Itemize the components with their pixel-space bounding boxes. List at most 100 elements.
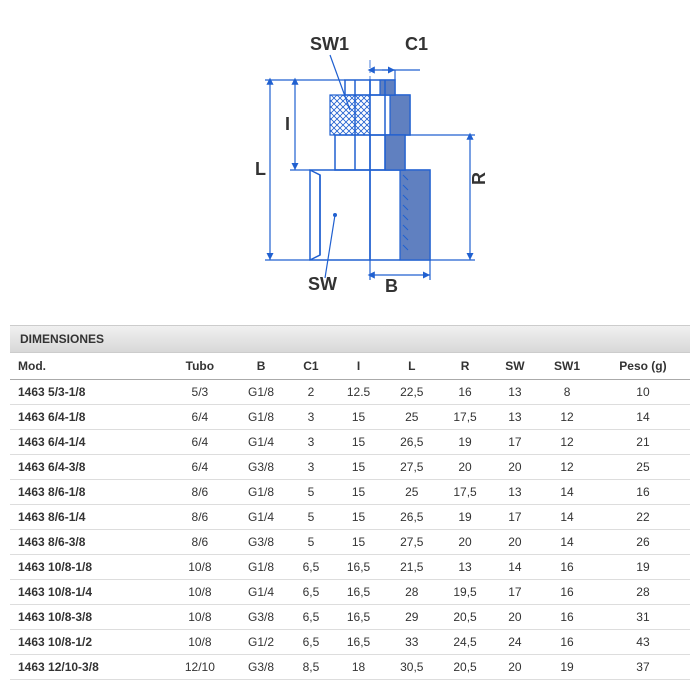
table-cell: 29	[385, 605, 438, 630]
table-cell: G1/8	[232, 555, 290, 580]
col-c1: C1	[290, 353, 332, 380]
table-cell: 8/6	[168, 480, 233, 505]
table-cell: 22	[596, 505, 690, 530]
table-row: 1463 8/6-1/48/6G1/451526,519171422	[10, 505, 690, 530]
table-cell: 15	[332, 430, 385, 455]
table-cell: 10/8	[168, 605, 233, 630]
col-peso: Peso (g)	[596, 353, 690, 380]
table-cell: 6,5	[290, 580, 332, 605]
table-cell: 5	[290, 530, 332, 555]
table-title: DIMENSIONES	[10, 325, 690, 353]
table-cell: 19,5	[438, 580, 491, 605]
table-cell: 16	[538, 605, 596, 630]
table-cell: 28	[596, 580, 690, 605]
table-cell: 22,5	[385, 380, 438, 405]
label-c1: C1	[405, 34, 428, 54]
table-cell: 5/3	[168, 380, 233, 405]
table-cell: 10/8	[168, 580, 233, 605]
table-cell: 24,5	[438, 630, 491, 655]
table-cell: 1463 8/6-3/8	[10, 530, 168, 555]
table-cell: 37	[596, 655, 690, 680]
table-cell: 12.5	[332, 380, 385, 405]
label-i: I	[285, 114, 290, 134]
table-cell: 15	[332, 505, 385, 530]
table-cell: 27,5	[385, 530, 438, 555]
table-cell: 26,5	[385, 505, 438, 530]
table-cell: G3/8	[232, 455, 290, 480]
table-cell: 24	[492, 630, 538, 655]
table-cell: 19	[438, 505, 491, 530]
col-tubo: Tubo	[168, 353, 233, 380]
table-cell: 1463 10/8-1/8	[10, 555, 168, 580]
table-row: 1463 10/8-1/810/8G1/86,516,521,513141619	[10, 555, 690, 580]
table-cell: 19	[596, 555, 690, 580]
table-cell: 20	[438, 455, 491, 480]
col-mod: Mod.	[10, 353, 168, 380]
table-cell: 25	[596, 455, 690, 480]
table-cell: 5	[290, 505, 332, 530]
table-cell: 6,5	[290, 630, 332, 655]
table-cell: 16	[438, 380, 491, 405]
table-cell: 3	[290, 430, 332, 455]
table-cell: 28	[385, 580, 438, 605]
table-cell: 20	[438, 530, 491, 555]
table-cell: 6/4	[168, 455, 233, 480]
table-cell: 17	[492, 580, 538, 605]
table-cell: 2	[290, 380, 332, 405]
table-row: 1463 8/6-1/88/6G1/85152517,5131416	[10, 480, 690, 505]
table-cell: 16,5	[332, 605, 385, 630]
table-cell: 1463 6/4-1/8	[10, 405, 168, 430]
table-cell: 26	[596, 530, 690, 555]
table-cell: 19	[538, 655, 596, 680]
table-cell: 1463 8/6-1/4	[10, 505, 168, 530]
table-cell: 6/4	[168, 405, 233, 430]
table-cell: 8/6	[168, 505, 233, 530]
table-cell: 8,5	[290, 655, 332, 680]
table-cell: 13	[492, 480, 538, 505]
label-l: L	[255, 159, 266, 179]
table-cell: 30,5	[385, 655, 438, 680]
label-sw1: SW1	[310, 34, 349, 54]
col-sw: SW	[492, 353, 538, 380]
table-cell: 17,5	[438, 480, 491, 505]
table-cell: 25	[385, 480, 438, 505]
table-cell: G3/8	[232, 655, 290, 680]
table-cell: 1463 8/6-1/8	[10, 480, 168, 505]
col-b: B	[232, 353, 290, 380]
table-cell: G3/8	[232, 530, 290, 555]
table-cell: 3	[290, 405, 332, 430]
table-cell: 20	[492, 605, 538, 630]
table-cell: 16	[596, 480, 690, 505]
table-cell: 20	[492, 530, 538, 555]
table-cell: 15	[332, 455, 385, 480]
table-cell: 27,5	[385, 455, 438, 480]
table-cell: 21,5	[385, 555, 438, 580]
col-l: L	[385, 353, 438, 380]
label-b: B	[385, 276, 398, 296]
table-cell: 1463 10/8-1/4	[10, 580, 168, 605]
table-cell: 20	[492, 655, 538, 680]
table-row: 1463 6/4-1/46/4G1/431526,519171221	[10, 430, 690, 455]
table-cell: G1/4	[232, 430, 290, 455]
table-cell: 21	[596, 430, 690, 455]
table-cell: 15	[332, 480, 385, 505]
table-cell: 1463 6/4-3/8	[10, 455, 168, 480]
table-row: 1463 10/8-3/810/8G3/86,516,52920,5201631	[10, 605, 690, 630]
table-cell: 20	[492, 455, 538, 480]
table-row: 1463 5/3-1/85/3G1/8212.522,51613810	[10, 380, 690, 405]
technical-diagram: SW1 C1 L I R SW B	[10, 10, 690, 310]
table-cell: 16	[538, 630, 596, 655]
table-cell: 10/8	[168, 630, 233, 655]
table-cell: 16,5	[332, 555, 385, 580]
table-cell: G1/8	[232, 480, 290, 505]
table-cell: 12	[538, 430, 596, 455]
label-sw: SW	[308, 274, 337, 294]
table-row: 1463 12/10-3/812/10G3/88,51830,520,52019…	[10, 655, 690, 680]
table-cell: 43	[596, 630, 690, 655]
table-cell: 16,5	[332, 630, 385, 655]
table-cell: 5	[290, 480, 332, 505]
table-cell: 13	[438, 555, 491, 580]
table-cell: 12/10	[168, 655, 233, 680]
table-cell: G1/2	[232, 630, 290, 655]
table-cell: 8/6	[168, 530, 233, 555]
